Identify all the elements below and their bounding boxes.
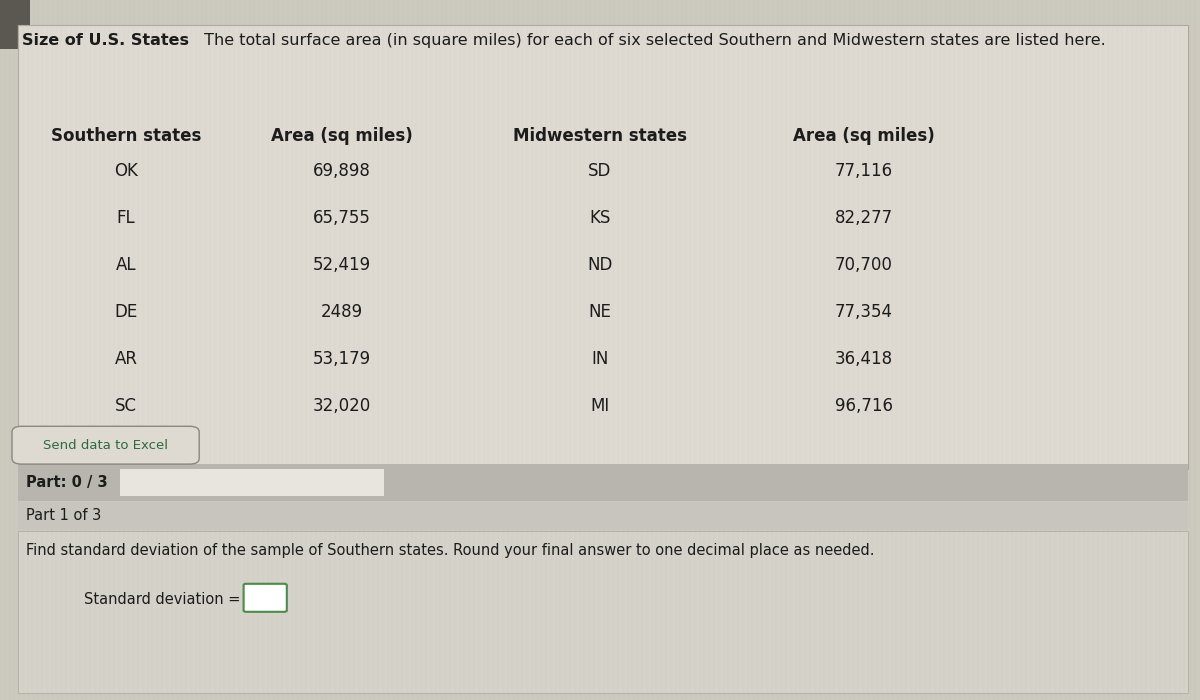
Text: 96,716: 96,716	[835, 397, 893, 415]
Bar	[120, 469, 384, 496]
Text: 52,419: 52,419	[313, 256, 371, 274]
Text: Midwestern states: Midwestern states	[514, 127, 686, 146]
Text: NE: NE	[588, 303, 612, 321]
Text: FL: FL	[116, 209, 136, 228]
Bar	[18, 531, 1188, 693]
Bar	[18, 502, 1188, 528]
Bar	[18, 464, 1188, 500]
Text: ND: ND	[587, 256, 613, 274]
Text: SD: SD	[588, 162, 612, 181]
Text: AR: AR	[114, 350, 138, 368]
Text: 77,354: 77,354	[835, 303, 893, 321]
Text: The total surface area (in square miles) for each of six selected Southern and M: The total surface area (in square miles)…	[199, 33, 1106, 48]
Text: OK: OK	[114, 162, 138, 181]
Text: 70,700: 70,700	[835, 256, 893, 274]
Text: Area (sq miles): Area (sq miles)	[793, 127, 935, 146]
Text: 53,179: 53,179	[313, 350, 371, 368]
Text: SC: SC	[115, 397, 137, 415]
Text: DE: DE	[114, 303, 138, 321]
Text: Send data to Excel: Send data to Excel	[43, 439, 168, 452]
Text: 2489: 2489	[320, 303, 364, 321]
Text: 69,898: 69,898	[313, 162, 371, 181]
Text: 36,418: 36,418	[835, 350, 893, 368]
Text: Part: 0 / 3: Part: 0 / 3	[26, 475, 108, 490]
Text: Area (sq miles): Area (sq miles)	[271, 127, 413, 146]
Text: Southern states: Southern states	[50, 127, 202, 146]
Text: 82,277: 82,277	[835, 209, 893, 228]
Bar	[0, 0, 30, 49]
Text: AL: AL	[115, 256, 137, 274]
Text: KS: KS	[589, 209, 611, 228]
Text: IN: IN	[592, 350, 608, 368]
Text: 32,020: 32,020	[313, 397, 371, 415]
Text: 77,116: 77,116	[835, 162, 893, 181]
Text: MI: MI	[590, 397, 610, 415]
Bar	[18, 25, 1188, 469]
Text: Standard deviation =: Standard deviation =	[84, 592, 240, 606]
FancyBboxPatch shape	[12, 426, 199, 464]
Text: Part 1 of 3: Part 1 of 3	[26, 508, 102, 523]
Text: 65,755: 65,755	[313, 209, 371, 228]
FancyBboxPatch shape	[244, 584, 287, 612]
Text: Find standard deviation of the sample of Southern states. Round your final answe: Find standard deviation of the sample of…	[26, 542, 875, 557]
Text: Size of U.S. States: Size of U.S. States	[22, 33, 188, 48]
